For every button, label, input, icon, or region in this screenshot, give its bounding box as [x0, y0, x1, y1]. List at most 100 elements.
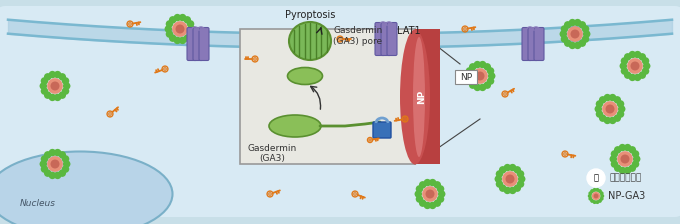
- Circle shape: [415, 190, 422, 198]
- Circle shape: [429, 179, 437, 186]
- Circle shape: [605, 105, 615, 114]
- Circle shape: [614, 146, 622, 154]
- Circle shape: [517, 170, 524, 178]
- Circle shape: [62, 77, 69, 85]
- Text: Gasdermin
(GA3) pore: Gasdermin (GA3) pore: [333, 26, 382, 46]
- Circle shape: [599, 114, 607, 122]
- Circle shape: [598, 199, 602, 203]
- Circle shape: [483, 81, 491, 89]
- Circle shape: [438, 190, 445, 198]
- Circle shape: [466, 77, 473, 85]
- Circle shape: [496, 180, 503, 188]
- Circle shape: [469, 63, 477, 71]
- FancyBboxPatch shape: [522, 28, 532, 60]
- Circle shape: [609, 155, 617, 163]
- Circle shape: [609, 117, 616, 124]
- Circle shape: [513, 184, 521, 192]
- Circle shape: [472, 68, 488, 84]
- Circle shape: [41, 77, 48, 85]
- Circle shape: [187, 30, 194, 38]
- Circle shape: [41, 165, 48, 173]
- Circle shape: [44, 151, 52, 159]
- Circle shape: [627, 58, 643, 74]
- Circle shape: [179, 14, 186, 21]
- Circle shape: [487, 77, 494, 85]
- Circle shape: [503, 171, 517, 187]
- Circle shape: [579, 21, 586, 29]
- Circle shape: [600, 197, 604, 201]
- Text: 🐦: 🐦: [594, 174, 598, 183]
- Bar: [240, 29, 415, 164]
- Circle shape: [628, 51, 636, 58]
- Circle shape: [62, 165, 69, 173]
- Circle shape: [434, 199, 441, 207]
- Text: Gasdermin
(GA3): Gasdermin (GA3): [248, 144, 296, 163]
- Circle shape: [634, 51, 641, 58]
- Circle shape: [621, 57, 628, 65]
- Circle shape: [624, 53, 632, 61]
- Circle shape: [39, 160, 47, 168]
- Circle shape: [169, 34, 176, 42]
- FancyBboxPatch shape: [199, 28, 209, 60]
- Circle shape: [624, 167, 631, 174]
- Circle shape: [592, 192, 600, 200]
- Circle shape: [44, 73, 52, 81]
- Circle shape: [50, 159, 60, 168]
- Circle shape: [434, 181, 441, 189]
- Circle shape: [184, 34, 191, 42]
- Circle shape: [568, 42, 576, 49]
- Circle shape: [474, 84, 481, 91]
- Circle shape: [415, 185, 423, 193]
- Circle shape: [437, 195, 444, 203]
- Circle shape: [58, 169, 66, 177]
- Circle shape: [600, 194, 605, 198]
- Circle shape: [505, 174, 515, 183]
- Circle shape: [632, 150, 639, 158]
- Circle shape: [564, 39, 571, 47]
- Circle shape: [58, 73, 66, 81]
- Circle shape: [426, 190, 435, 198]
- Circle shape: [49, 94, 56, 101]
- FancyBboxPatch shape: [387, 22, 397, 56]
- Circle shape: [579, 39, 586, 47]
- Circle shape: [165, 25, 172, 33]
- Ellipse shape: [289, 22, 331, 60]
- Circle shape: [475, 71, 484, 80]
- Circle shape: [41, 155, 48, 163]
- Circle shape: [62, 155, 69, 163]
- Circle shape: [54, 71, 61, 78]
- Ellipse shape: [0, 151, 173, 224]
- FancyBboxPatch shape: [193, 28, 203, 60]
- Circle shape: [632, 160, 639, 168]
- Circle shape: [424, 202, 431, 209]
- Text: NP-GA3: NP-GA3: [608, 191, 645, 201]
- Ellipse shape: [269, 115, 321, 137]
- Circle shape: [41, 87, 48, 95]
- Circle shape: [47, 78, 63, 94]
- Circle shape: [54, 172, 61, 179]
- Circle shape: [169, 16, 176, 24]
- Circle shape: [596, 188, 599, 192]
- Circle shape: [487, 67, 494, 75]
- Circle shape: [642, 67, 649, 75]
- Circle shape: [415, 195, 423, 203]
- Text: Pyroptosis: Pyroptosis: [285, 10, 335, 20]
- Circle shape: [50, 82, 60, 90]
- Circle shape: [424, 179, 431, 186]
- Circle shape: [49, 149, 56, 156]
- Ellipse shape: [400, 30, 430, 164]
- Circle shape: [600, 191, 604, 195]
- Circle shape: [624, 71, 632, 79]
- Circle shape: [618, 105, 626, 113]
- Circle shape: [39, 82, 47, 90]
- Circle shape: [588, 194, 592, 198]
- Circle shape: [574, 42, 581, 49]
- Circle shape: [419, 199, 426, 207]
- Circle shape: [604, 94, 611, 101]
- Circle shape: [172, 21, 188, 37]
- Circle shape: [621, 67, 628, 75]
- Circle shape: [560, 30, 567, 38]
- Circle shape: [599, 96, 607, 104]
- Circle shape: [496, 170, 503, 178]
- Circle shape: [483, 63, 491, 71]
